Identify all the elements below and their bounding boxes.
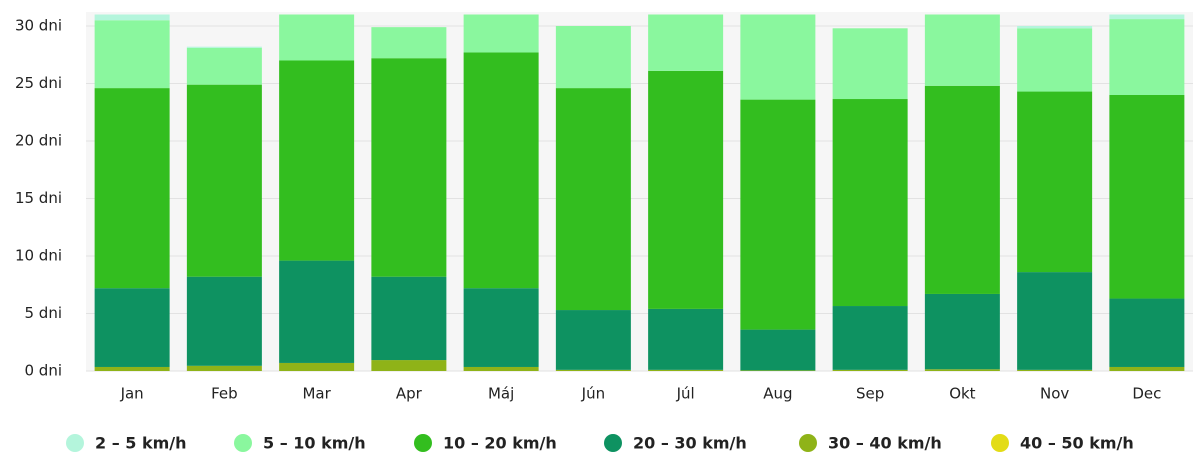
legend-marker (604, 434, 622, 452)
legend-label: 20 – 30 km/h (633, 434, 747, 453)
bar-segment (740, 14, 816, 100)
bar-segment (186, 365, 262, 371)
bar-segment (832, 28, 908, 100)
bar-segment (1017, 28, 1093, 92)
x-tick-label: Júl (676, 385, 695, 403)
legend-label: 10 – 20 km/h (443, 434, 557, 453)
y-tick-label: 20 dni (15, 132, 62, 150)
x-tick-label: Aug (763, 385, 792, 403)
y-tick-label: 0 dni (24, 362, 62, 380)
y-tick-label: 15 dni (15, 189, 62, 207)
bar-segment (94, 88, 170, 289)
bar-segment (555, 369, 631, 371)
bar-segment (1017, 91, 1093, 273)
bar-segment (832, 369, 908, 371)
bar-segment (924, 293, 1000, 370)
bar-segment (832, 306, 908, 370)
bar-segment (463, 14, 539, 53)
bar-segment (463, 52, 539, 289)
bar-segment (1017, 369, 1093, 371)
plot-background (86, 12, 1193, 371)
x-tick-label: Jún (581, 385, 605, 403)
y-tick-label: 30 dni (15, 17, 62, 35)
bar-segment (740, 370, 816, 371)
bar-segment (186, 276, 262, 366)
bar-segment (279, 14, 355, 61)
legend-marker (66, 434, 84, 452)
legend-marker (991, 434, 1009, 452)
legend-marker (414, 434, 432, 452)
bar-segment (463, 366, 539, 371)
x-tick-label: Jan (120, 385, 144, 403)
bar-segment (648, 308, 724, 370)
bar-segment (371, 58, 447, 277)
bar-segment (94, 366, 170, 371)
legend-label: 40 – 50 km/h (1020, 434, 1134, 453)
bar-segment (924, 85, 1000, 294)
bar-segment (279, 60, 355, 261)
bar-segment (279, 362, 355, 371)
bar-segment (94, 20, 170, 89)
bar-segment (1109, 366, 1185, 371)
bar-segment (1109, 298, 1185, 367)
bar-segment (186, 47, 262, 85)
x-tick-label: Okt (949, 385, 975, 403)
bar-segment (94, 288, 170, 367)
bar-segment (186, 46, 262, 48)
x-tick-label: Sep (856, 385, 884, 403)
bar-segment (648, 14, 724, 71)
bar-segment (924, 14, 1000, 86)
x-tick-label: Apr (396, 385, 423, 403)
bar-segment (1017, 26, 1093, 29)
bar-segment (648, 369, 724, 371)
bar-segment (740, 99, 816, 330)
bar-segment (555, 310, 631, 370)
bar-segment (186, 84, 262, 277)
bar-segment (555, 26, 631, 89)
bar-segment (279, 260, 355, 363)
legend-label: 5 – 10 km/h (263, 434, 366, 453)
bar-segment (371, 360, 447, 371)
bar-segment (1109, 19, 1185, 96)
bar-segment (371, 276, 447, 361)
bar-segment (648, 70, 724, 309)
y-tick-label: 5 dni (24, 304, 62, 322)
bar-segment (555, 88, 631, 311)
bar-segment (1109, 95, 1185, 299)
y-tick-label: 25 dni (15, 74, 62, 92)
bar-segment (94, 14, 170, 21)
x-tick-label: Feb (211, 385, 238, 403)
bar-segment (832, 99, 908, 307)
bar-segment (1017, 272, 1093, 370)
legend-label: 30 – 40 km/h (828, 434, 942, 453)
bar-segment (463, 288, 539, 367)
x-tick-label: Máj (488, 385, 514, 403)
bar-segment (1109, 14, 1185, 20)
y-tick-label: 10 dni (15, 247, 62, 265)
bar-segment (740, 329, 816, 371)
x-tick-label: Dec (1132, 385, 1161, 403)
x-tick-label: Nov (1040, 385, 1069, 403)
legend-marker (234, 434, 252, 452)
bar-segment (924, 369, 1000, 371)
bar-segment (371, 27, 447, 59)
legend-marker (799, 434, 817, 452)
x-tick-label: Mar (302, 385, 331, 403)
legend-label: 2 – 5 km/h (95, 434, 187, 453)
